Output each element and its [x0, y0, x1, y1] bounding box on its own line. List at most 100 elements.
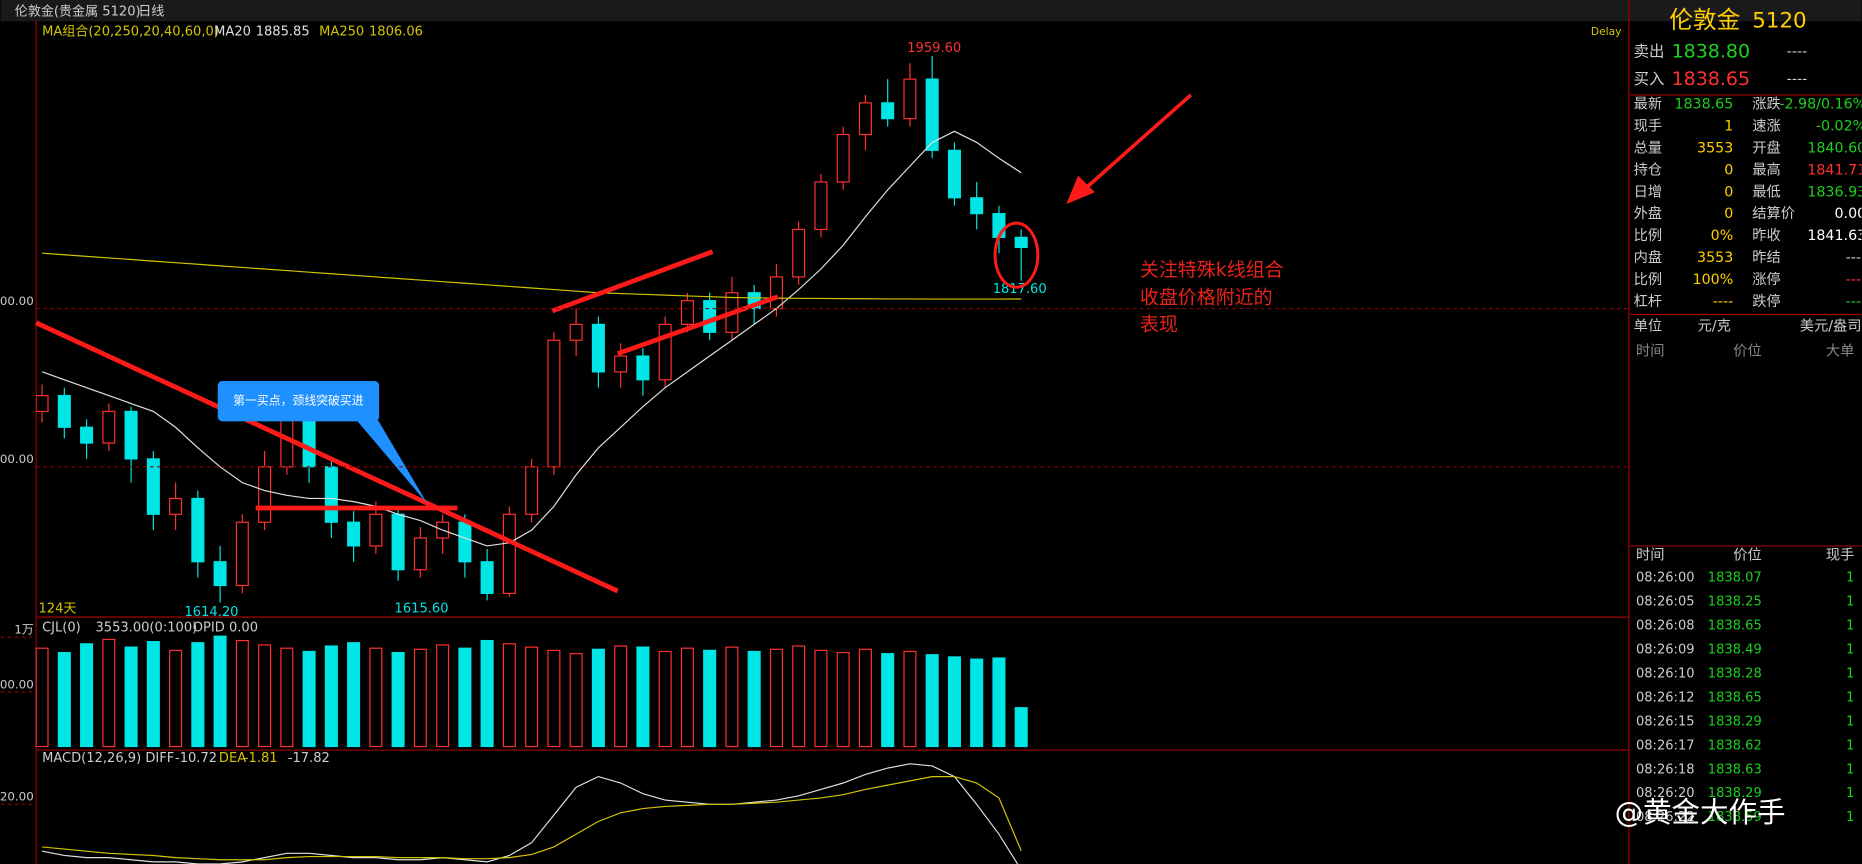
- highlight-circle: [993, 221, 1040, 289]
- volume-bar: [35, 647, 49, 748]
- volume-reading: 3553.00(0:100): [95, 620, 197, 635]
- candle-body: [614, 355, 628, 373]
- top-bar: [0, 0, 1862, 22]
- panel-text: 昨收: [1752, 227, 1780, 244]
- high-label: 1959.60: [907, 41, 961, 56]
- panel-text: 5120: [1752, 8, 1806, 33]
- panel-text: 08:26:17: [1636, 738, 1695, 753]
- panel-text: 08:26:22: [1636, 810, 1695, 825]
- candle-body: [146, 458, 160, 515]
- volume-bar: [213, 635, 227, 748]
- candle-body: [324, 466, 338, 523]
- volume-bar: [792, 645, 806, 748]
- panel-text: 1838.65: [1708, 618, 1762, 633]
- note: 收盘价格附近的: [1140, 286, 1273, 308]
- panel-text: 1: [1846, 762, 1854, 777]
- panel-text: 1: [1846, 594, 1854, 609]
- panel-text: 时间: [1636, 342, 1664, 359]
- panel-text: 1838.49: [1708, 642, 1762, 657]
- callout: [217, 380, 380, 422]
- panel-text: 08:26:00: [1636, 570, 1695, 585]
- candle-body: [102, 410, 116, 444]
- y-tick-label: 5000.00: [0, 677, 34, 691]
- volume-bar: [858, 648, 872, 748]
- volume-bar: [769, 648, 783, 748]
- panel-text: 美元/盎司: [1800, 317, 1862, 334]
- line: [41, 130, 1022, 547]
- volume-bar: [391, 651, 405, 748]
- volume-bar: [1014, 707, 1028, 748]
- panel-text: 比例: [1634, 227, 1662, 244]
- candle-body: [213, 561, 227, 587]
- panel-text: 最新: [1634, 95, 1662, 112]
- panel-text: 比例: [1634, 271, 1662, 288]
- note: 表现: [1140, 314, 1178, 336]
- candle-body: [502, 513, 516, 595]
- volume-bar: [413, 648, 427, 748]
- low-label: 1615.60: [395, 601, 449, 616]
- panel-text: 持仓: [1634, 161, 1662, 178]
- panel-text: 3553: [1697, 250, 1733, 266]
- panel-text: 1: [1846, 642, 1854, 657]
- volume-name: CJL(0): [42, 620, 81, 635]
- panel-text: 1838.80: [1672, 41, 1750, 63]
- panel-text: 100%: [1693, 272, 1734, 288]
- candle-body: [191, 497, 205, 563]
- watermark: @黄金大作手: [1615, 796, 1786, 829]
- volume-bar: [525, 646, 539, 748]
- panel-text: 1: [1846, 810, 1854, 825]
- candle-body: [569, 323, 583, 341]
- volume-bar: [280, 647, 294, 748]
- volume-bar: [680, 647, 694, 748]
- panel-text: 1: [1846, 666, 1854, 681]
- volume-bar: [458, 647, 472, 748]
- candle-body: [235, 521, 249, 587]
- volume-bar: [169, 649, 183, 748]
- candle-body: [391, 513, 405, 571]
- volume-bar: [235, 639, 249, 748]
- panel-text: 1836.93: [1807, 184, 1862, 200]
- panel-text: 价位: [1733, 342, 1761, 359]
- volume-bar: [925, 654, 939, 748]
- panel-text: 0%: [1711, 228, 1734, 244]
- panel-text: 时间: [1636, 546, 1664, 563]
- candle-body: [258, 466, 272, 523]
- candle-body: [858, 102, 872, 136]
- volume-bar: [836, 651, 850, 748]
- candle-body: [369, 513, 383, 547]
- candle-body: [169, 497, 183, 515]
- candle-body: [814, 181, 828, 231]
- panel-text: 单位: [1634, 317, 1662, 334]
- ma-legend: MA组合(20,250,20,40,60,0): [42, 25, 219, 40]
- ma-value: 1885.85: [256, 25, 310, 40]
- panel-text: 1841.63: [1807, 228, 1862, 244]
- panel-text: ----: [1846, 272, 1862, 288]
- panel-text: 日增: [1634, 183, 1662, 200]
- panel-text: 元/克: [1698, 317, 1731, 334]
- volume-bar: [102, 638, 116, 748]
- candle-body: [925, 78, 939, 151]
- delay: Delay: [1591, 25, 1622, 38]
- volume-bar: [591, 648, 605, 748]
- volume-bar: [369, 647, 383, 748]
- opid: OPID 0.00: [193, 620, 258, 635]
- panel-text: 1840.60: [1807, 140, 1862, 156]
- line: [41, 763, 1019, 864]
- candle-body: [947, 149, 961, 199]
- volume-bar: [970, 658, 984, 748]
- volume-bar: [636, 646, 650, 748]
- ma-name: MA20: [214, 25, 251, 40]
- volume-bar: [814, 649, 828, 748]
- low-label: 1614.20: [184, 605, 238, 620]
- candle-body: [680, 300, 694, 325]
- panel-text: 开盘: [1752, 138, 1780, 156]
- dea-value: -1.81: [244, 751, 278, 766]
- volume-bar: [703, 649, 717, 748]
- line: [42, 252, 1022, 300]
- period-selector[interactable]: 日线: [138, 4, 164, 19]
- panel-text: 1: [1846, 786, 1854, 801]
- candle-body: [547, 339, 561, 468]
- candle-body: [124, 410, 138, 460]
- panel-text: 0: [1724, 184, 1733, 200]
